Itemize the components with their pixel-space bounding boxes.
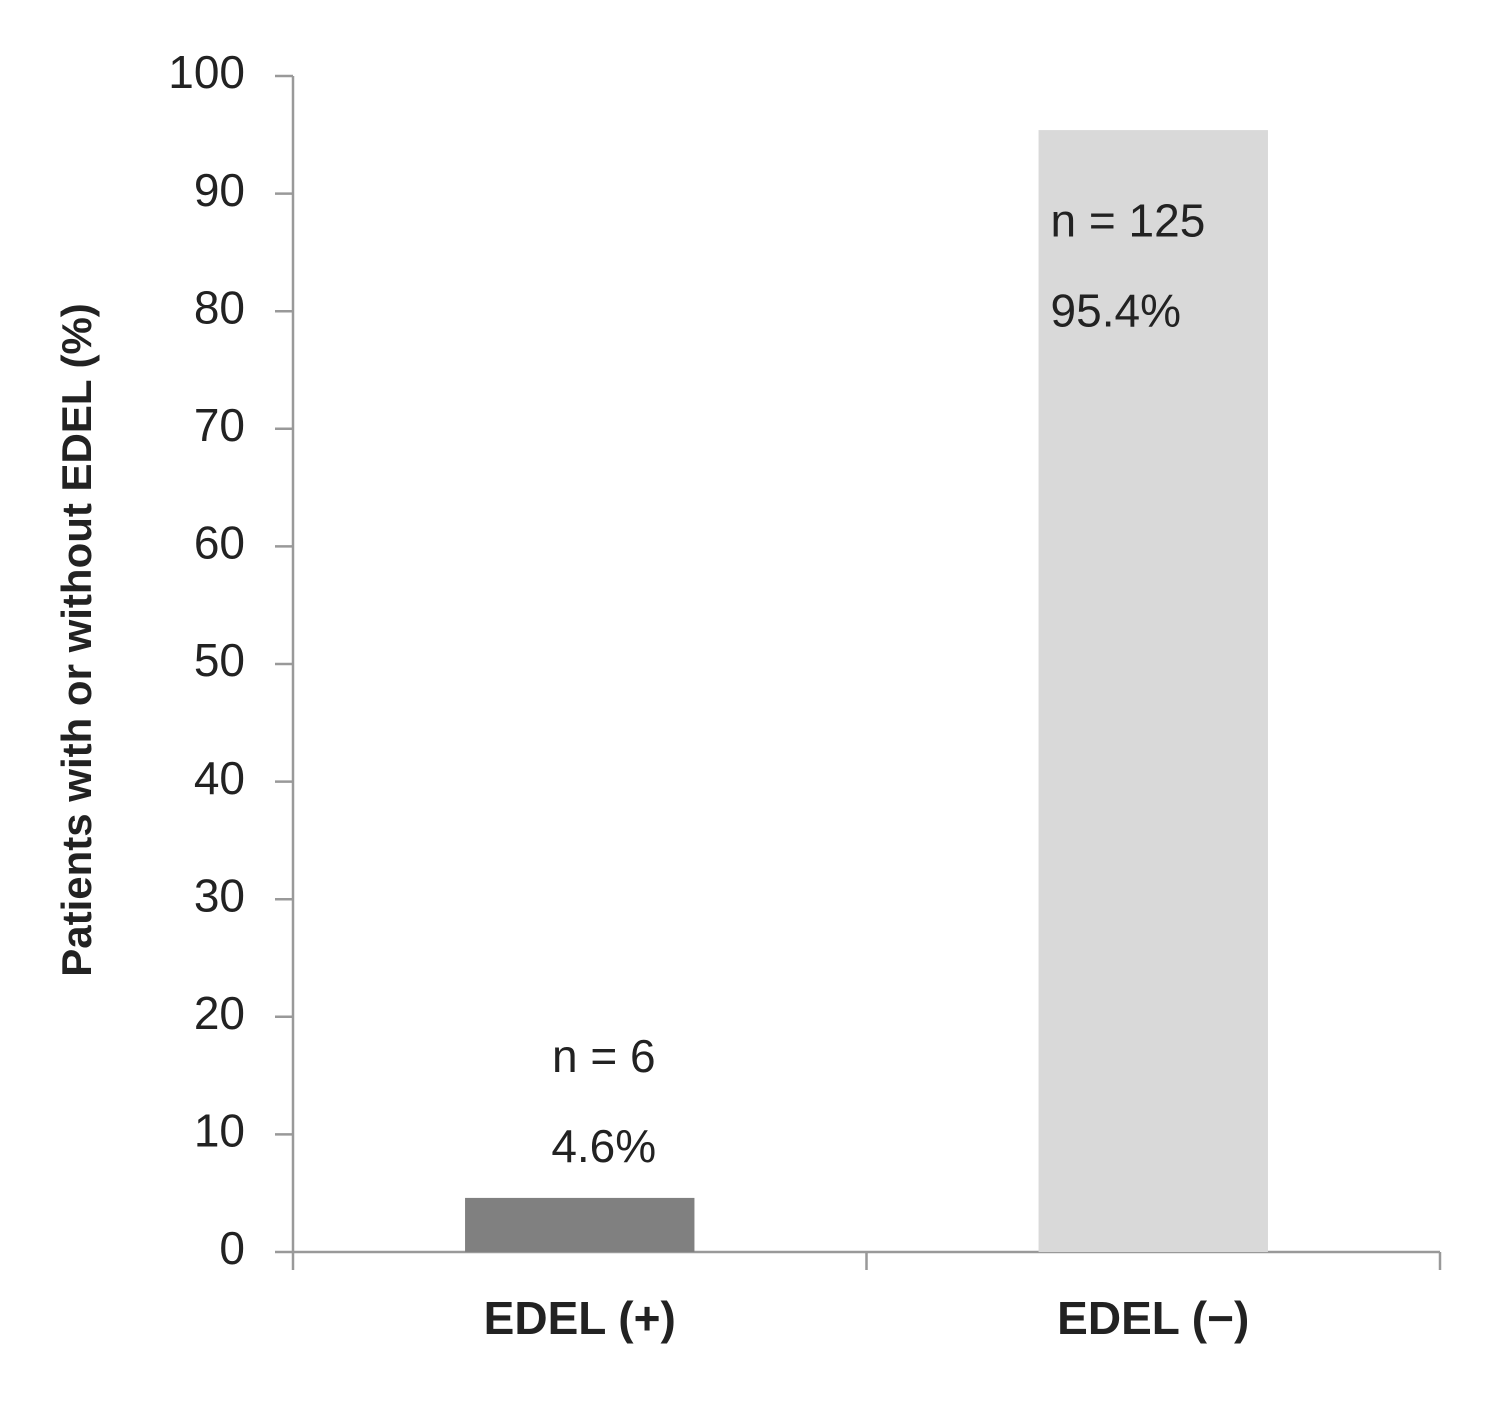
y-tick-label: 80	[194, 281, 245, 333]
y-tick-label: 20	[194, 987, 245, 1039]
y-axis-title: Patients with or without EDEL (%)	[53, 303, 100, 977]
annotation: n = 125	[1051, 194, 1206, 246]
bar	[1038, 130, 1268, 1253]
y-tick-label: 100	[168, 46, 245, 98]
y-tick-label: 30	[194, 869, 245, 921]
bar	[465, 1197, 695, 1252]
y-tick-label: 70	[194, 399, 245, 451]
y-tick-label: 50	[194, 634, 245, 686]
x-tick-label: EDEL (−)	[1057, 1292, 1249, 1344]
y-tick-label: 40	[194, 752, 245, 804]
value-label: 95.4%	[1051, 284, 1181, 336]
y-tick-label: 60	[194, 517, 245, 569]
x-tick-label: EDEL (+)	[484, 1292, 676, 1344]
value-label: 4.6%	[551, 1120, 656, 1172]
annotation: n = 6	[552, 1030, 656, 1082]
y-tick-label: 0	[219, 1222, 245, 1274]
y-tick-label: 90	[194, 164, 245, 216]
y-tick-label: 10	[194, 1105, 245, 1157]
